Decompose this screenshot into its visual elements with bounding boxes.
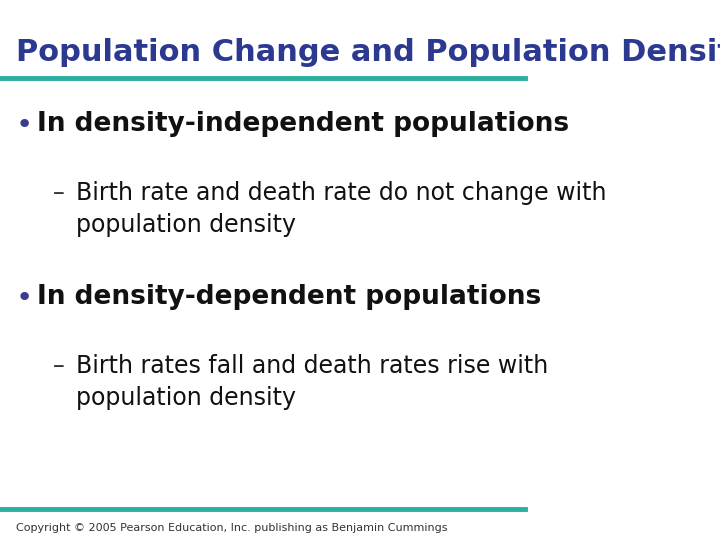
Text: In density-independent populations: In density-independent populations — [37, 111, 569, 137]
Text: Copyright © 2005 Pearson Education, Inc. publishing as Benjamin Cummings: Copyright © 2005 Pearson Education, Inc.… — [16, 523, 447, 533]
Text: Population Change and Population Density: Population Change and Population Density — [16, 38, 720, 67]
Text: In density-dependent populations: In density-dependent populations — [37, 284, 541, 309]
Text: –: – — [53, 181, 64, 205]
Text: –: – — [53, 354, 64, 377]
Text: •: • — [16, 284, 33, 312]
Text: •: • — [16, 111, 33, 139]
Text: Birth rate and death rate do not change with
population density: Birth rate and death rate do not change … — [76, 181, 607, 238]
Text: Birth rates fall and death rates rise with
population density: Birth rates fall and death rates rise wi… — [76, 354, 549, 410]
